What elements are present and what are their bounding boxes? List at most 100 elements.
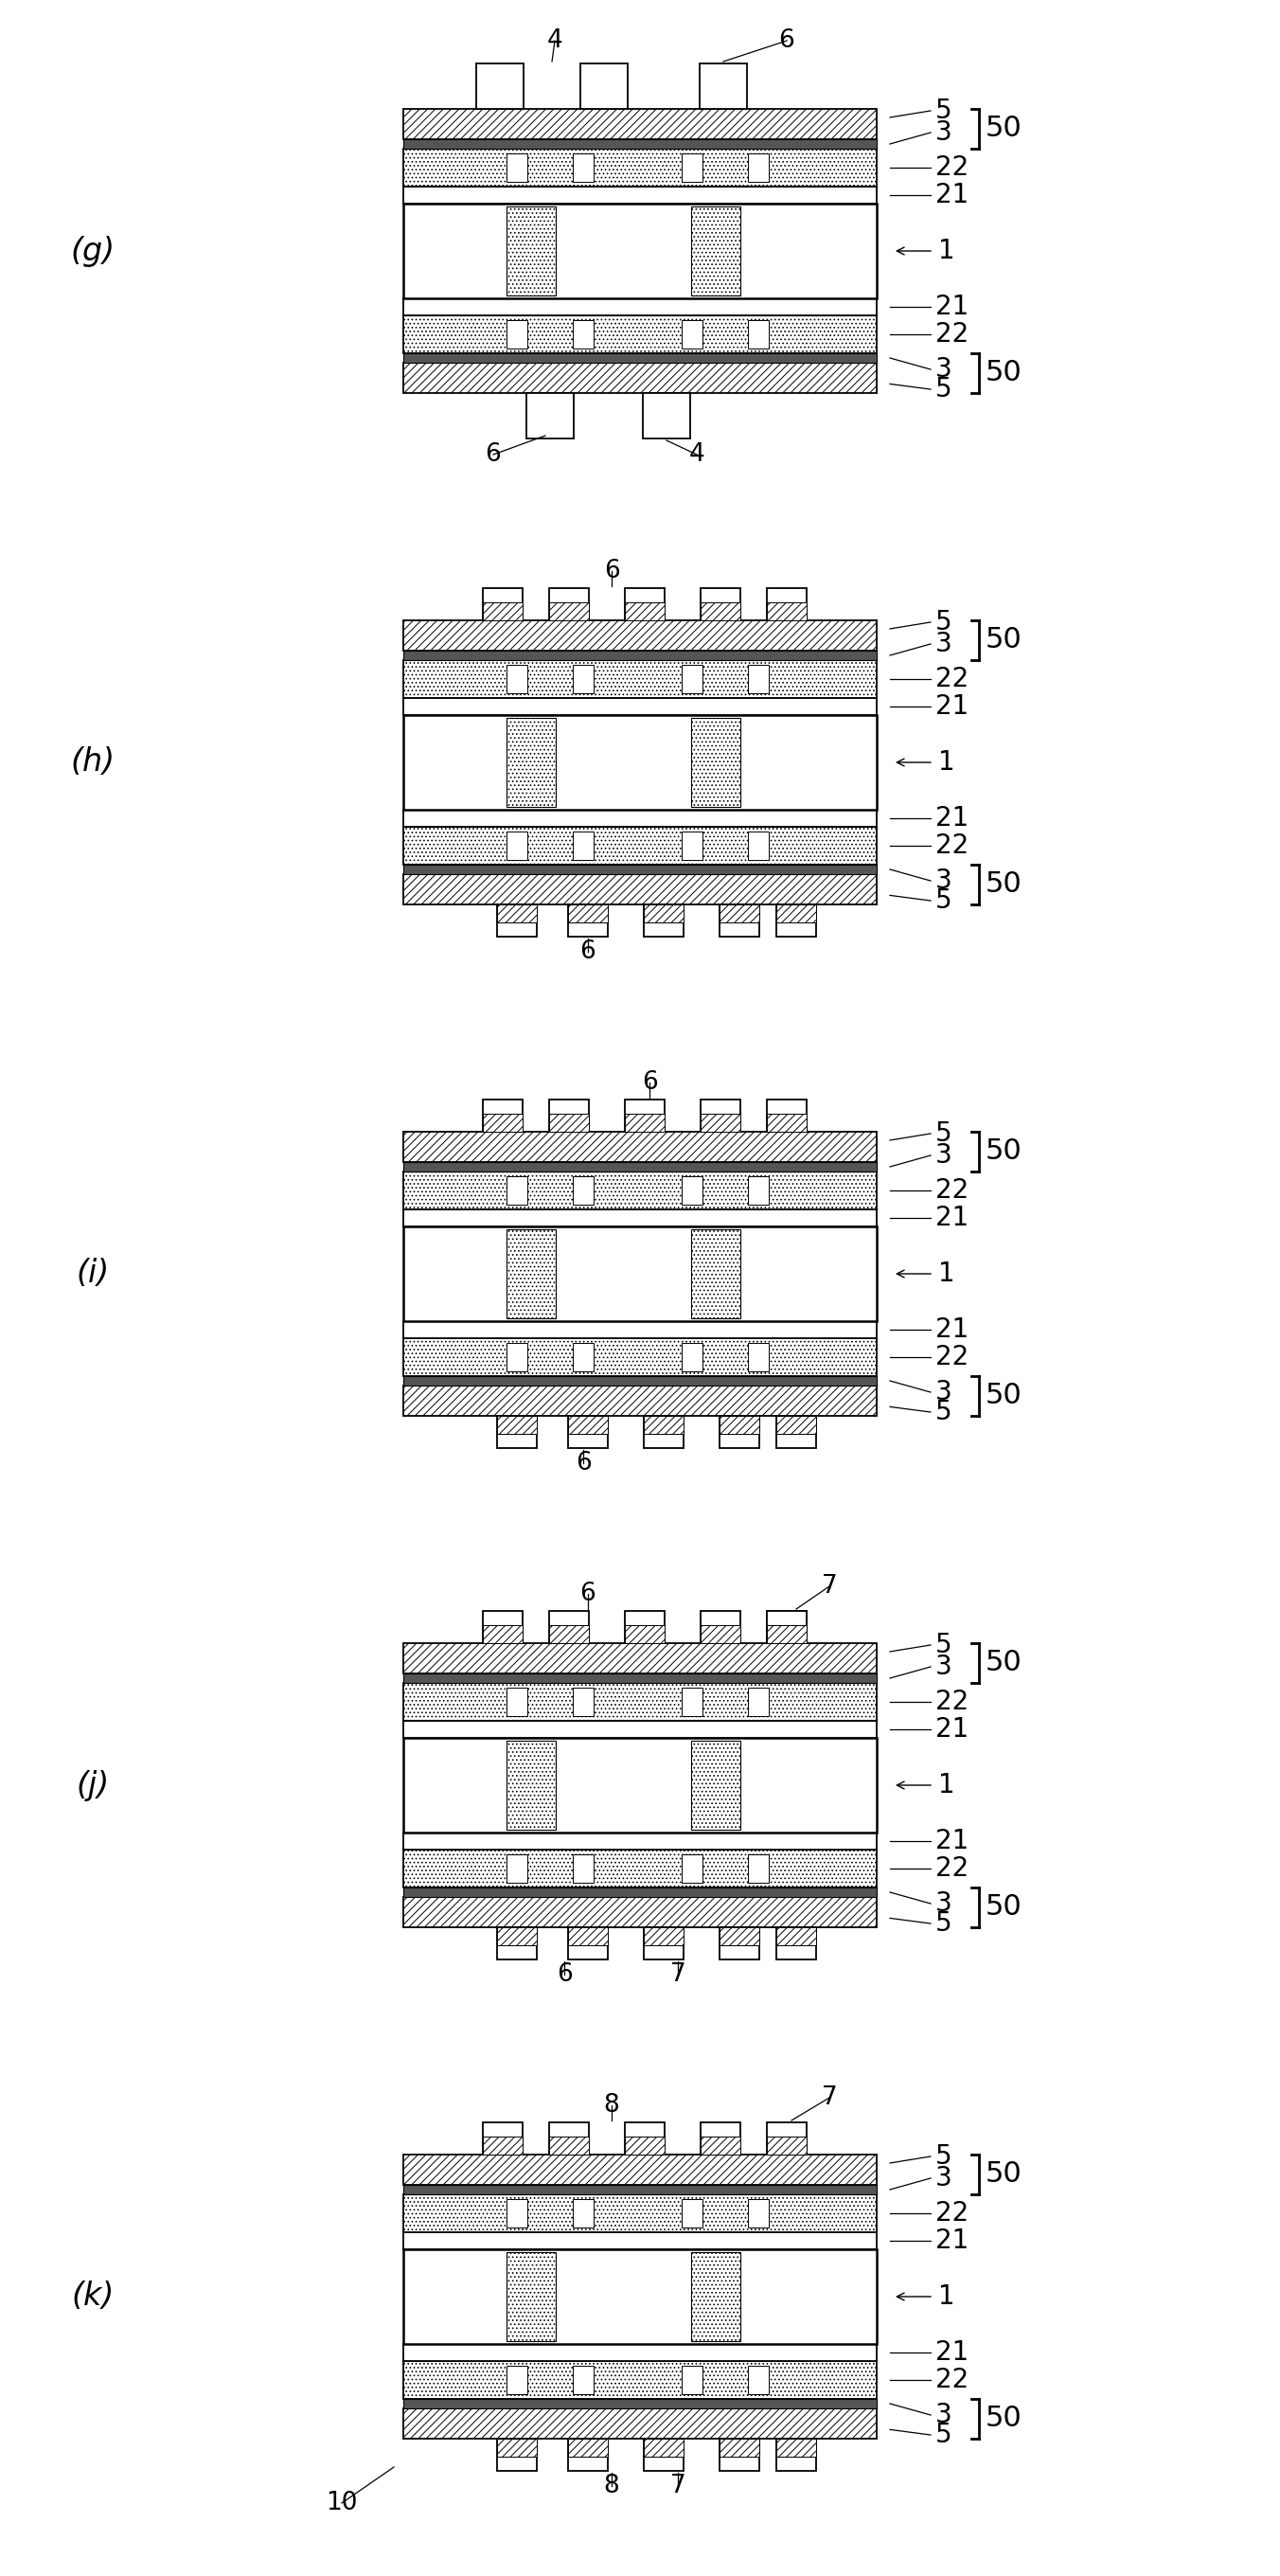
Bar: [507, 1229, 556, 1319]
Bar: [483, 1625, 522, 1643]
Bar: [403, 2362, 877, 2398]
Text: (g): (g): [70, 234, 115, 265]
Bar: [507, 2200, 527, 2228]
Bar: [403, 659, 877, 698]
Bar: [644, 904, 684, 938]
Bar: [403, 652, 877, 659]
Bar: [403, 2249, 877, 2344]
Bar: [403, 149, 877, 185]
Bar: [483, 1100, 522, 1131]
Bar: [748, 665, 769, 693]
Bar: [719, 1417, 759, 1435]
Bar: [748, 155, 769, 183]
Bar: [403, 1888, 877, 1896]
Bar: [568, 1417, 608, 1448]
Bar: [777, 904, 817, 938]
Bar: [403, 204, 877, 299]
Text: 22: 22: [936, 1345, 969, 1370]
Bar: [507, 1177, 527, 1206]
Bar: [691, 719, 740, 806]
Text: 21: 21: [936, 2228, 969, 2254]
Text: 7: 7: [822, 1574, 837, 1600]
Text: 3: 3: [936, 1378, 952, 1406]
Text: 3: 3: [936, 2164, 952, 2192]
Bar: [507, 2365, 527, 2393]
Text: 6: 6: [575, 1450, 591, 1476]
Bar: [572, 832, 594, 860]
Text: 22: 22: [936, 2367, 969, 2393]
Text: 22: 22: [936, 1177, 969, 1203]
Text: 50: 50: [986, 361, 1023, 386]
Bar: [526, 394, 573, 438]
Bar: [691, 2251, 740, 2342]
Bar: [403, 716, 877, 809]
Bar: [700, 1610, 740, 1643]
Bar: [403, 1226, 877, 1321]
Bar: [568, 1927, 608, 1960]
Bar: [748, 1687, 769, 1716]
Bar: [572, 2200, 594, 2228]
Bar: [507, 155, 527, 183]
Bar: [549, 2123, 589, 2154]
Bar: [700, 587, 740, 621]
Bar: [572, 1687, 594, 1716]
Bar: [572, 2365, 594, 2393]
Bar: [497, 1417, 536, 1448]
Bar: [507, 665, 527, 693]
Bar: [403, 1674, 877, 1682]
Bar: [568, 904, 608, 938]
Bar: [644, 904, 684, 922]
Text: 6: 6: [641, 1069, 658, 1095]
Bar: [767, 1610, 806, 1643]
Bar: [748, 1855, 769, 1883]
Bar: [777, 1417, 817, 1448]
Text: 21: 21: [936, 2339, 969, 2365]
Bar: [719, 1927, 759, 1945]
Text: 50: 50: [986, 2406, 1023, 2432]
Bar: [748, 2365, 769, 2393]
Bar: [682, 2200, 703, 2228]
Bar: [403, 314, 877, 353]
Text: (i): (i): [76, 1257, 110, 1291]
Bar: [568, 2439, 608, 2458]
Text: 3: 3: [936, 355, 952, 384]
Text: 5: 5: [936, 2143, 952, 2169]
Text: 21: 21: [936, 1716, 969, 1741]
Bar: [719, 904, 759, 922]
Bar: [403, 1386, 877, 1417]
Bar: [403, 1850, 877, 1888]
Bar: [767, 587, 806, 621]
Text: 50: 50: [986, 626, 1023, 654]
Text: 50: 50: [986, 1139, 1023, 1164]
Bar: [691, 1741, 740, 1829]
Bar: [748, 1177, 769, 1206]
Bar: [777, 1417, 817, 1435]
Bar: [625, 587, 664, 621]
Bar: [403, 353, 877, 363]
Bar: [403, 809, 877, 827]
Text: 21: 21: [936, 693, 969, 719]
Text: 21: 21: [936, 1829, 969, 1855]
Text: 21: 21: [936, 1206, 969, 1231]
Text: 5: 5: [936, 98, 952, 124]
Bar: [625, 1625, 664, 1643]
Bar: [403, 2409, 877, 2439]
Text: 50: 50: [986, 2161, 1023, 2187]
Bar: [483, 1610, 522, 1643]
Bar: [777, 1927, 817, 1945]
Text: 5: 5: [936, 1399, 952, 1425]
Bar: [483, 603, 522, 621]
Bar: [403, 827, 877, 866]
Text: 1: 1: [938, 1772, 955, 1798]
Bar: [572, 155, 594, 183]
Bar: [644, 1417, 684, 1435]
Bar: [403, 1131, 877, 1162]
Text: 22: 22: [936, 1690, 969, 1716]
Bar: [625, 2123, 664, 2154]
Bar: [403, 873, 877, 904]
Bar: [507, 319, 527, 348]
Text: 8: 8: [604, 2092, 620, 2117]
Bar: [580, 64, 627, 108]
Text: 6: 6: [580, 940, 596, 963]
Text: 5: 5: [936, 1631, 952, 1659]
